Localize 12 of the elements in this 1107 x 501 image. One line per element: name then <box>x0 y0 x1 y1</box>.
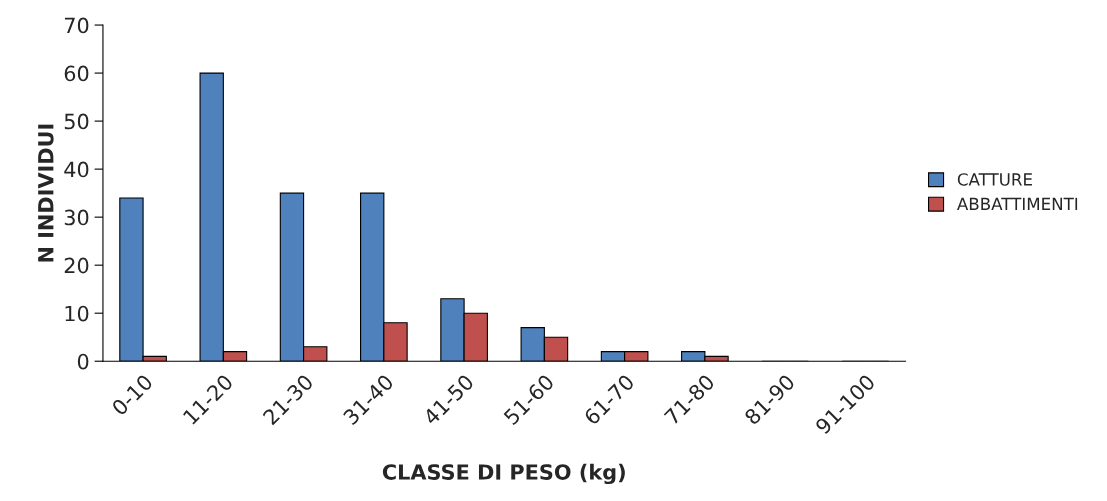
y-tick-label: 70 <box>64 17 89 34</box>
legend-label: ABBATTIMENTI <box>957 197 1078 210</box>
x-axis-title: CLASSE DI PESO (kg) <box>382 463 625 485</box>
y-tick-label: 60 <box>64 65 89 82</box>
y-tick-label: 20 <box>64 257 89 274</box>
y-tick-label: 0 <box>77 353 89 370</box>
y-tick-label: 30 <box>64 209 89 226</box>
legend-label: CATTURE <box>957 173 1032 186</box>
y-tick-label: 50 <box>64 113 89 130</box>
y-axis-title: N INDIVIDUI <box>38 124 54 262</box>
y-tick-label: 10 <box>65 305 89 322</box>
y-tick-label: 40 <box>64 161 89 178</box>
